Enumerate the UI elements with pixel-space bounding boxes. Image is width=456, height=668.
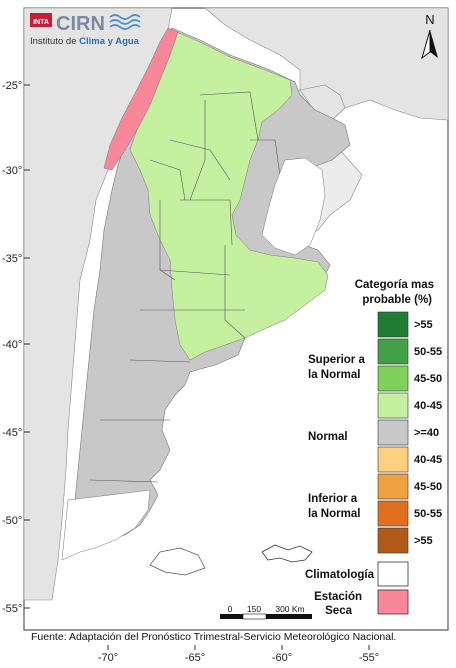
legend-group-normal: Normal: [308, 431, 348, 443]
scale-label: 0: [228, 604, 233, 614]
legend-class-label: 45-50: [414, 481, 442, 493]
legend-swatch: [377, 311, 409, 338]
legend-swatch: [377, 473, 409, 500]
legend-swatch: [377, 365, 409, 392]
legend-swatch-climatologia: [377, 561, 409, 587]
lon-tick-label: -55°: [359, 652, 379, 663]
legend-title-line2: probable (%): [362, 294, 432, 306]
scale-label: 150: [247, 604, 261, 614]
legend-swatch-estacion-seca: [377, 589, 409, 615]
legend-swatch: [377, 527, 409, 554]
legend-class-label: 40-45: [414, 400, 442, 412]
scale-bar: 0 150 300 Km: [220, 604, 312, 620]
legend-group-inferior: la Normal: [308, 508, 360, 520]
legend-estacion-label: Estación: [314, 591, 362, 603]
legend-swatch: [377, 338, 409, 365]
lon-tick-label: -65°: [185, 652, 205, 663]
malvinas-islands: [261, 544, 313, 563]
legend-class-label: >55: [414, 535, 433, 547]
lon-tick-label: -60°: [272, 652, 292, 663]
longitude-ticks: -70° -65° -60° -55°: [98, 645, 379, 664]
legend-swatch: [377, 392, 409, 419]
superior-40-45-area: [129, 29, 329, 361]
north-arrow-icon: N: [421, 12, 438, 60]
lat-tick-label: -45°: [2, 427, 22, 439]
legend-title-line1: Categoría mas: [355, 279, 434, 291]
logo-name: CIRN: [56, 13, 105, 35]
estacion-seca-area: [103, 27, 179, 171]
province-borders: [89, 91, 283, 483]
lat-tick-label: -55°: [2, 603, 22, 615]
legend-group-inferior: Inferior a: [308, 493, 358, 505]
legend-estacion-label: Seca: [325, 605, 352, 617]
inta-badge: [30, 13, 52, 27]
inta-badge-text: INTA: [33, 19, 49, 26]
legend-class-label: 50-55: [414, 508, 442, 520]
lat-tick-label: -25°: [2, 80, 22, 92]
lat-tick-label: -30°: [2, 165, 22, 177]
climatologia-area-south: [61, 489, 151, 561]
legend-swatch: [377, 419, 409, 446]
legend-climatologia-label: Climatología: [305, 569, 375, 581]
source-note: Fuente: Adaptación del Pronóstico Trimes…: [31, 631, 396, 643]
legend-swatches: >55 50-55 45-50 40-45 >=40 40-45 45-50 50-55 >55: [377, 311, 442, 554]
legend-swatch: [377, 500, 409, 527]
wave-icon: [109, 14, 141, 30]
climatologia-area-east: [261, 157, 326, 256]
scale-label: 300 Km: [275, 604, 304, 614]
tierra-del-fuego: [149, 547, 206, 576]
legend-class-label: >55: [414, 319, 433, 331]
legend: Categoría mas probable (%) >55 50-55 45-50…: [305, 279, 442, 617]
north-label: N: [425, 12, 434, 27]
logo-subtitle: Instituto de Clima y Agua: [30, 36, 140, 47]
lat-tick-label: -35°: [2, 253, 22, 265]
logo: INTA CIRN Instituto de Clima y Agua: [30, 13, 141, 47]
legend-group-superior: Superior a: [308, 354, 365, 366]
legend-class-label: 45-50: [414, 373, 442, 385]
legend-class-label: 50-55: [414, 346, 442, 358]
lon-tick-label: -70°: [98, 652, 118, 663]
legend-group-superior: la Normal: [308, 369, 360, 381]
legend-class-label: >=40: [414, 427, 439, 439]
legend-swatch: [377, 446, 409, 473]
lat-tick-label: -50°: [2, 515, 22, 527]
legend-class-label: 40-45: [414, 454, 442, 466]
latitude-ticks: -25° -30° -35° -40° -45° -50° -55°: [2, 80, 30, 615]
lat-tick-label: -40°: [2, 339, 22, 351]
